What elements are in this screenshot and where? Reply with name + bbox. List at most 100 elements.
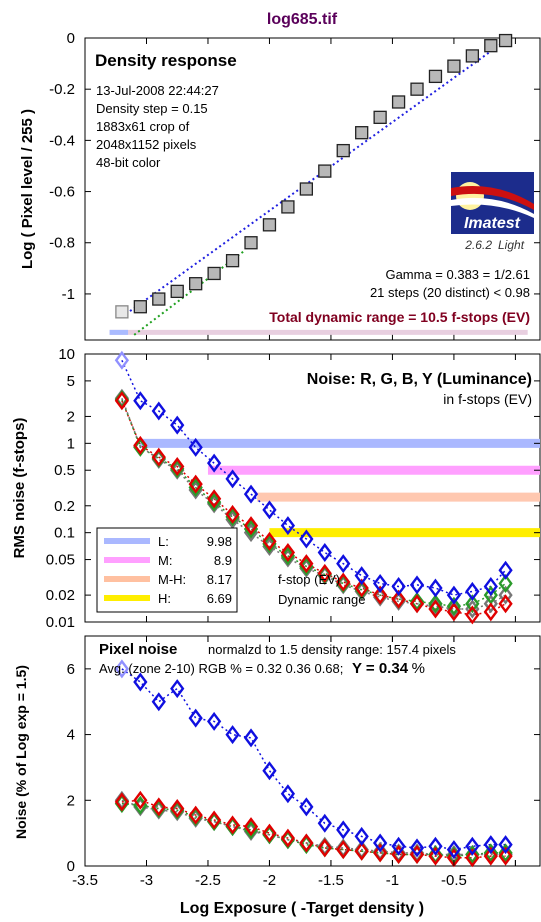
- noise-point-Y: [243, 484, 259, 504]
- noise-plot-frame: [84, 353, 541, 623]
- pixel-noise-point-R: [373, 843, 388, 863]
- pixel-noise-point-R: [299, 833, 314, 853]
- noise-point-R: [465, 605, 480, 625]
- noise-point-R: [391, 589, 406, 609]
- logo-red-stripe: [451, 186, 534, 210]
- y-tick-label: 0.5: [54, 462, 75, 479]
- density-point: [498, 33, 513, 48]
- y-tick-label: -0.8: [49, 235, 75, 252]
- pixel-noise-point-R: [188, 805, 203, 825]
- pixel-noise-point-Y: [170, 679, 185, 699]
- noise-point-B: [446, 599, 462, 619]
- legend-value: 6.69: [207, 591, 232, 606]
- pixel-noise-point-Y: [428, 836, 443, 856]
- pixel-noise-title: Pixel noise: [99, 641, 177, 658]
- noise-point-Y: [373, 573, 388, 593]
- figure-title: log685.tif: [267, 11, 338, 28]
- noise-series-line-G: [121, 399, 507, 608]
- pixel-noise-subtitle: normalzd to 1.5 density range: 157.4 pix…: [208, 642, 456, 657]
- pixel-noise-point-Y: [243, 728, 259, 748]
- legend-value: 8.9: [214, 553, 232, 568]
- pixel-noise-point-G: [465, 845, 480, 864]
- pixel-noise-point-G: [483, 843, 498, 863]
- x-tick-label: -3.5: [72, 872, 98, 889]
- avg-percent-sign: %: [412, 660, 425, 677]
- noise-point-G: [465, 594, 480, 614]
- density-point: [299, 182, 314, 196]
- pixel-noise-point-R: [336, 840, 351, 860]
- x-tick-label: -0.5: [441, 872, 467, 889]
- pixel-noise-point-G: [498, 843, 513, 863]
- y-tick-label: 10: [58, 346, 75, 363]
- pixel-noise-point-R: [151, 797, 166, 817]
- logo-white-stripe: [451, 197, 534, 218]
- noise-title: Noise: R, G, B, Y (Luminance): [307, 371, 532, 388]
- noise-fstops-panel: 10 5 2 1 0.5 0.2 0.1 0.05 0.02 0.01 Noise: R, G, …: [11, 346, 541, 631]
- pixel-noise-point-R: [206, 810, 222, 830]
- avg-rgb-values: Avg. (zone 2-10) RGB % = 0.32 0.36 0.68;: [99, 661, 343, 676]
- legend-value: 9.98: [207, 534, 232, 549]
- noise-point-Y: [446, 585, 462, 605]
- noise-point-G: [170, 459, 185, 479]
- logo-text: Imatest: [464, 215, 521, 232]
- noise-point-R: [299, 554, 314, 574]
- density-point: [465, 49, 480, 63]
- pixel-noise-point-Y: [336, 820, 351, 840]
- pixel-noise-point-R: [317, 838, 332, 858]
- density-point: [410, 82, 424, 96]
- pixel-noise-point-R: [114, 792, 130, 812]
- noise-point-Y: [391, 576, 406, 596]
- pixel-noise-point-R: [391, 845, 406, 864]
- pixel-noise-point-Y: [114, 659, 130, 679]
- pixel-noise-point-Y: [354, 826, 369, 846]
- density-point: [391, 95, 406, 109]
- y-tick-label: 1: [67, 435, 75, 452]
- y-tick-label: 0: [67, 858, 75, 875]
- pixel-noise-series-line-R: [121, 799, 506, 859]
- noise-point-G: [299, 556, 314, 576]
- y-tick-label: 4: [67, 727, 75, 744]
- y-tick-label: 0.01: [46, 614, 75, 631]
- density-point: [170, 284, 184, 299]
- x-tick-label: -2.5: [195, 872, 221, 889]
- noise-point-G: [428, 594, 443, 614]
- noise-point-R: [133, 435, 148, 455]
- pixel-noise-point-R: [133, 790, 148, 810]
- noise-point-Y: [317, 542, 332, 562]
- noise-point-Y: [262, 500, 277, 520]
- y-tick-label: 0: [67, 30, 75, 47]
- pixel-noise-point-R: [280, 828, 296, 848]
- noise-point-Y: [114, 350, 130, 370]
- noise-point-R: [354, 578, 369, 598]
- noise-point-G: [262, 534, 277, 554]
- noise-point-R: [188, 474, 203, 494]
- density-point: [225, 254, 240, 268]
- legend-label: L:: [158, 534, 169, 549]
- density-plot-frame: [84, 37, 541, 341]
- pixel-noise-plot-frame: [84, 635, 541, 867]
- pixel-noise-point-Y: [446, 840, 462, 860]
- pixel-noise-point-Y: [373, 833, 388, 853]
- noise-point-B: [391, 591, 406, 611]
- density-point: [336, 143, 350, 158]
- y-tick-label: 0.05: [46, 552, 75, 569]
- pixel-noise-series-line-G: [121, 802, 506, 857]
- noise-point-Y: [354, 566, 369, 586]
- noise-point-Y: [188, 437, 203, 457]
- y-tick-label: -0.2: [49, 81, 75, 98]
- density-point: [281, 200, 295, 214]
- legend-value: 8.17: [207, 572, 232, 587]
- noise-point-R: [373, 585, 388, 605]
- pixel-noise-point-R: [243, 817, 259, 837]
- pixel-noise-point-R: [170, 799, 185, 818]
- noise-point-G: [498, 573, 513, 593]
- noise-point-Y: [336, 554, 351, 574]
- pixel-noise-point-Y: [391, 836, 406, 856]
- avg-y-value: Y = 0.34: [352, 660, 409, 677]
- pixel-noise-point-Y: [409, 838, 425, 858]
- density-point: [244, 236, 258, 250]
- noise-point-Y: [280, 516, 296, 536]
- noise-point-R: [483, 602, 498, 622]
- noise-reference-lines: [140, 438, 540, 538]
- noise-point-G: [225, 507, 240, 527]
